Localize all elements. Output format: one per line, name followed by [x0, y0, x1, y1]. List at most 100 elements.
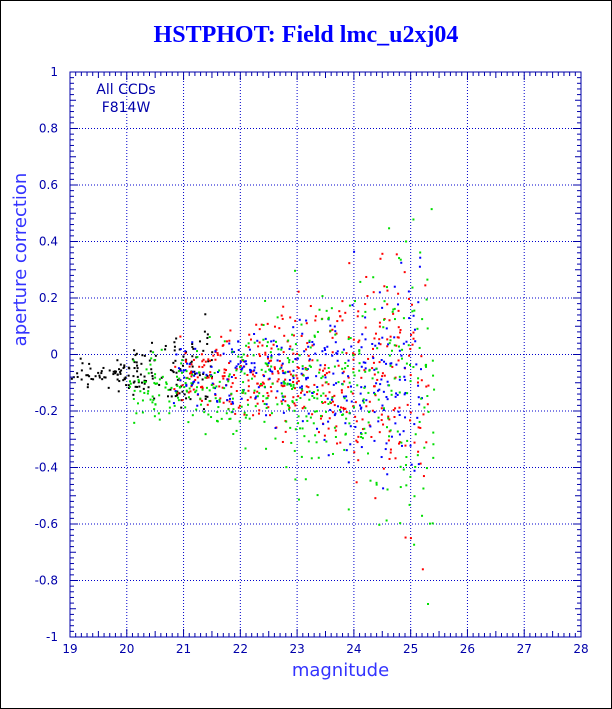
data-point — [321, 295, 324, 298]
data-point — [270, 354, 273, 357]
data-point — [398, 349, 401, 352]
chart-title: HSTPHOT: Field lmc_u2xj04 — [153, 22, 459, 48]
data-point — [409, 374, 412, 377]
data-point — [165, 381, 168, 384]
data-point — [361, 333, 364, 336]
data-point — [267, 357, 270, 360]
data-point — [230, 411, 233, 414]
data-point — [327, 366, 330, 369]
data-point — [418, 403, 421, 406]
data-point — [380, 419, 383, 422]
data-point — [348, 412, 351, 415]
data-point — [264, 362, 267, 365]
data-point — [295, 374, 298, 377]
data-point — [316, 389, 319, 392]
data-point — [227, 408, 230, 411]
data-point — [202, 408, 205, 411]
data-point — [97, 371, 100, 374]
data-point — [232, 433, 235, 436]
data-point — [386, 473, 389, 476]
data-point — [256, 395, 259, 398]
data-point — [412, 314, 415, 317]
data-point — [139, 390, 142, 393]
y-tick-label: 0 — [50, 348, 58, 362]
data-point — [413, 328, 416, 331]
data-point — [298, 354, 301, 357]
data-point — [347, 376, 350, 379]
data-point — [253, 369, 256, 372]
data-point — [253, 391, 256, 394]
data-point — [294, 269, 297, 272]
data-point — [334, 341, 337, 344]
data-point — [253, 333, 256, 336]
data-point — [389, 448, 392, 451]
data-point — [270, 340, 273, 343]
data-point — [192, 358, 195, 361]
data-point — [308, 359, 311, 362]
data-point — [292, 386, 295, 389]
data-point — [239, 364, 242, 367]
data-point — [293, 387, 296, 390]
data-point — [357, 341, 360, 344]
data-point — [240, 370, 243, 373]
data-point — [136, 375, 139, 378]
data-point — [409, 537, 412, 540]
data-point — [185, 370, 188, 373]
data-point — [420, 379, 423, 382]
data-point — [293, 402, 296, 405]
data-point — [176, 390, 179, 393]
data-point — [276, 316, 279, 319]
data-point — [185, 360, 188, 363]
data-point — [305, 322, 308, 325]
data-point — [180, 385, 183, 388]
data-point — [397, 410, 400, 413]
data-point — [324, 401, 327, 404]
data-point — [249, 371, 252, 374]
data-point — [412, 218, 415, 221]
data-point — [153, 397, 156, 400]
data-point — [395, 253, 398, 256]
data-point — [410, 333, 413, 336]
data-point — [329, 408, 332, 411]
data-point — [307, 386, 310, 389]
data-point — [307, 440, 310, 443]
data-point — [123, 378, 126, 381]
data-point — [292, 374, 295, 377]
data-point — [180, 399, 183, 402]
data-point — [317, 431, 320, 434]
data-point — [217, 370, 220, 373]
data-point — [190, 372, 193, 375]
data-point — [286, 404, 289, 407]
data-point — [164, 386, 167, 389]
data-point — [335, 382, 338, 385]
data-point — [373, 385, 376, 388]
data-point — [267, 362, 270, 365]
data-point — [334, 333, 337, 336]
data-point — [184, 382, 187, 385]
data-point — [186, 362, 189, 365]
data-point — [285, 466, 288, 469]
data-point — [284, 371, 287, 374]
data-point — [202, 371, 205, 374]
data-point — [327, 316, 330, 319]
data-point — [364, 326, 367, 329]
data-point — [320, 377, 323, 380]
data-point — [253, 366, 256, 369]
data-point — [253, 389, 256, 392]
data-point — [350, 400, 353, 403]
data-point — [289, 383, 292, 386]
data-point — [389, 451, 392, 454]
data-point — [215, 385, 218, 388]
data-point — [216, 419, 219, 422]
data-point — [382, 390, 385, 393]
data-point — [210, 374, 213, 377]
data-point — [352, 352, 355, 355]
data-point — [205, 376, 208, 379]
data-point — [367, 452, 370, 455]
data-point — [326, 345, 329, 348]
data-point — [154, 382, 157, 385]
data-point — [360, 386, 363, 389]
data-point — [189, 390, 192, 393]
data-point — [410, 463, 413, 466]
data-point — [427, 602, 430, 605]
